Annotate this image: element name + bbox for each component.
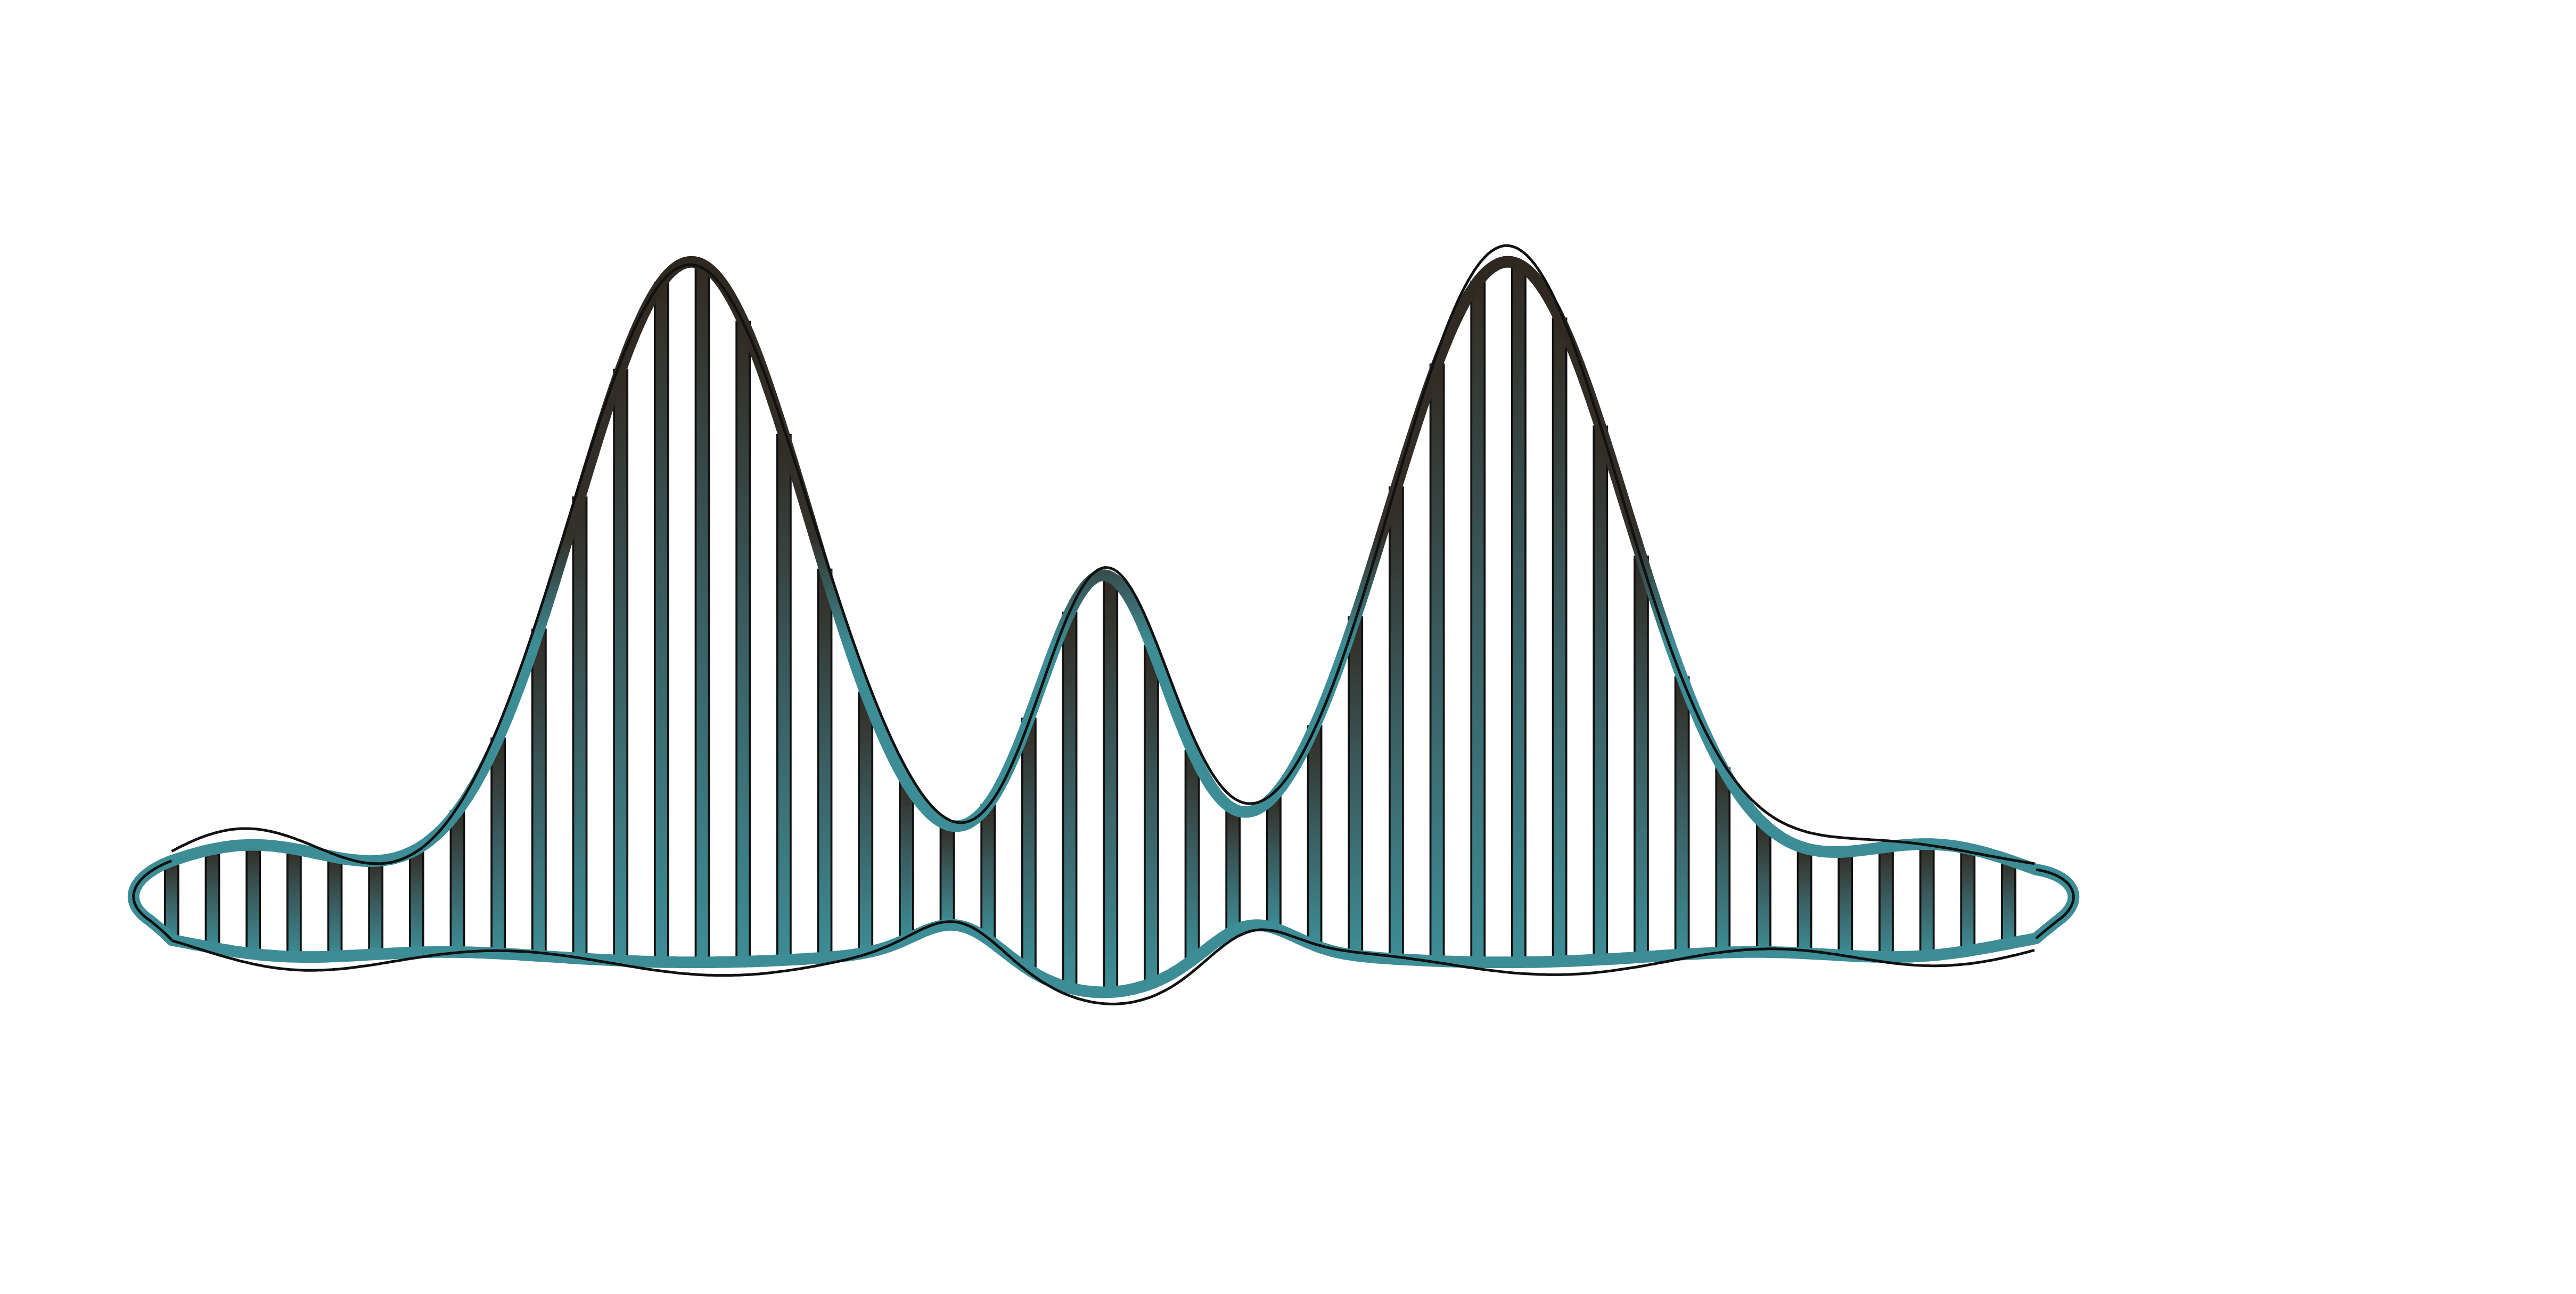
rung — [939, 823, 955, 926]
rung — [1756, 822, 1771, 953]
rung — [1103, 576, 1119, 993]
rung — [694, 263, 710, 964]
rung — [1552, 317, 1568, 963]
rung — [1960, 847, 1976, 952]
rung — [1348, 616, 1364, 957]
strand-band — [2030, 864, 2080, 945]
rung — [776, 433, 792, 961]
rung — [1715, 767, 1731, 954]
rung — [1143, 644, 1159, 985]
rung — [449, 810, 465, 953]
rung — [1307, 725, 1323, 947]
rung — [1878, 846, 1894, 958]
rung — [531, 628, 547, 957]
strand-outline — [171, 920, 2035, 1005]
rung — [1919, 843, 1935, 957]
rung — [490, 737, 506, 955]
rung — [1634, 555, 1649, 959]
rung — [613, 368, 629, 962]
rungs — [163, 263, 2016, 993]
rung — [858, 691, 874, 954]
rung — [1593, 425, 1609, 961]
rung — [817, 568, 833, 959]
rung — [2001, 858, 2016, 945]
rung — [735, 321, 751, 963]
rung — [1266, 795, 1282, 929]
rung — [368, 859, 384, 955]
rung — [898, 781, 914, 940]
strand-outline — [2035, 868, 2075, 939]
strands — [127, 244, 2080, 1005]
rung — [1225, 807, 1241, 932]
strand-outline — [132, 859, 173, 941]
strand-band — [166, 256, 2040, 875]
rung — [1796, 847, 1812, 955]
rung — [980, 804, 996, 941]
rung — [572, 496, 588, 960]
rung — [1674, 676, 1690, 956]
rung — [1184, 749, 1200, 962]
rung — [408, 848, 424, 954]
rung — [1429, 363, 1445, 962]
rung — [1021, 717, 1037, 971]
rung — [1062, 611, 1078, 989]
strand-outline — [171, 244, 2035, 865]
rung — [653, 281, 669, 963]
rung — [1511, 263, 1527, 963]
rung — [1389, 486, 1404, 960]
rung — [1837, 850, 1853, 957]
rung — [1470, 280, 1486, 963]
rung — [245, 843, 261, 955]
rung — [327, 856, 343, 957]
rung — [204, 848, 220, 949]
rung — [286, 848, 302, 958]
